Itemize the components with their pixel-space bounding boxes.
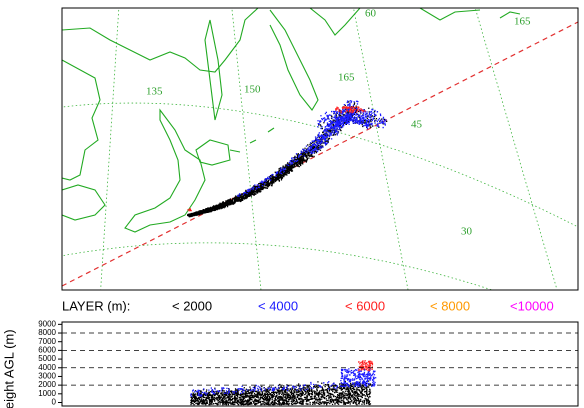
height-particles: [358, 360, 374, 372]
y-tick-label: 4000: [38, 363, 56, 372]
latitude-label: 45: [411, 119, 423, 131]
latitude-label: 60: [365, 8, 377, 20]
particle-plume: [187, 100, 388, 218]
longitude-label: 165: [338, 72, 355, 84]
latitude-label: 30: [461, 226, 473, 238]
trajectory-line: [62, 21, 578, 287]
y-tick-label: 7000: [38, 337, 56, 346]
coastline: [62, 8, 521, 233]
y-tick-label: 2000: [38, 380, 56, 389]
legend-item: < 4000: [258, 298, 298, 313]
y-axis-label: Height AGL (m): [1, 329, 16, 408]
y-tick-label: 6000: [38, 346, 56, 355]
particles: [237, 100, 387, 197]
height-particles: [190, 360, 377, 406]
y-tick-label: 3000: [38, 372, 56, 381]
legend: LAYER (m): < 2000 < 4000 < 6000 < 8000 <1000…: [62, 298, 554, 313]
height-frame: [61, 321, 579, 407]
longitude-label: 150: [244, 84, 261, 96]
map-frame: [61, 7, 579, 291]
legend-item: < 8000: [430, 298, 470, 313]
y-tick-label: 9000: [38, 319, 56, 328]
legend-title: LAYER (m):: [62, 298, 130, 313]
legend-item: <10000: [510, 298, 554, 313]
legend-item: < 2000: [172, 298, 212, 313]
y-tick-label: 8000: [38, 328, 56, 337]
legend-item: < 6000: [345, 298, 385, 313]
y-tick-label: 5000: [38, 354, 56, 363]
height-particles: [190, 380, 372, 406]
y-tick-label: 0: [52, 398, 57, 407]
graticule: [62, 8, 578, 290]
map: 60 165 135 150 165 45 30: [62, 8, 578, 290]
particles: [187, 101, 388, 218]
longitude-label: 135: [146, 86, 163, 98]
longitude-label: 165: [514, 16, 531, 28]
y-tick-label: 1000: [38, 389, 56, 398]
